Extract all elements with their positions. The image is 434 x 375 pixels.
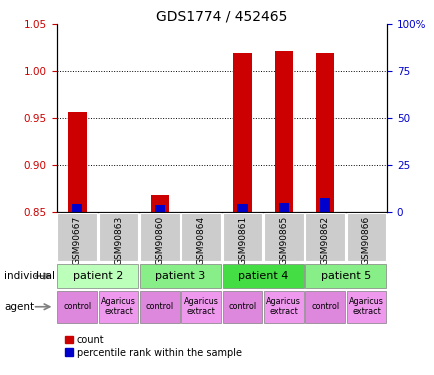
FancyBboxPatch shape bbox=[346, 291, 385, 322]
Bar bbox=[68, 112, 86, 212]
Text: Agaricus
extract: Agaricus extract bbox=[266, 297, 301, 316]
FancyBboxPatch shape bbox=[222, 213, 262, 261]
FancyBboxPatch shape bbox=[222, 291, 262, 322]
Text: control: control bbox=[63, 302, 91, 311]
FancyBboxPatch shape bbox=[57, 213, 97, 261]
Text: Agaricus
extract: Agaricus extract bbox=[183, 297, 218, 316]
Title: GDS1774 / 452465: GDS1774 / 452465 bbox=[156, 9, 287, 23]
Text: GSM90862: GSM90862 bbox=[320, 216, 329, 265]
FancyBboxPatch shape bbox=[140, 291, 179, 322]
Text: agent: agent bbox=[4, 302, 34, 312]
FancyBboxPatch shape bbox=[222, 264, 303, 288]
FancyBboxPatch shape bbox=[140, 213, 179, 261]
FancyBboxPatch shape bbox=[305, 213, 344, 261]
FancyBboxPatch shape bbox=[99, 291, 138, 322]
Bar bbox=[237, 204, 247, 212]
FancyBboxPatch shape bbox=[57, 291, 97, 322]
Text: control: control bbox=[145, 302, 174, 311]
Bar bbox=[233, 53, 251, 212]
FancyBboxPatch shape bbox=[99, 213, 138, 261]
Text: patient 2: patient 2 bbox=[72, 271, 123, 281]
Text: GSM90866: GSM90866 bbox=[361, 216, 370, 265]
FancyBboxPatch shape bbox=[181, 291, 220, 322]
Text: control: control bbox=[228, 302, 256, 311]
FancyBboxPatch shape bbox=[346, 213, 385, 261]
FancyBboxPatch shape bbox=[57, 264, 138, 288]
FancyBboxPatch shape bbox=[305, 264, 385, 288]
Text: individual: individual bbox=[4, 271, 55, 281]
Bar bbox=[278, 203, 288, 212]
Legend: count, percentile rank within the sample: count, percentile rank within the sample bbox=[61, 331, 245, 362]
Text: GSM90860: GSM90860 bbox=[155, 216, 164, 265]
Text: Agaricus
extract: Agaricus extract bbox=[348, 297, 383, 316]
Text: patient 5: patient 5 bbox=[320, 271, 370, 281]
Text: GSM90667: GSM90667 bbox=[72, 216, 82, 265]
FancyBboxPatch shape bbox=[181, 213, 220, 261]
Text: patient 3: patient 3 bbox=[155, 271, 205, 281]
Text: Agaricus
extract: Agaricus extract bbox=[101, 297, 136, 316]
Text: patient 4: patient 4 bbox=[237, 271, 288, 281]
Text: GSM90864: GSM90864 bbox=[196, 216, 205, 265]
Bar bbox=[155, 206, 164, 212]
Text: GSM90861: GSM90861 bbox=[237, 216, 247, 265]
FancyBboxPatch shape bbox=[305, 291, 344, 322]
Bar bbox=[72, 204, 82, 212]
Bar bbox=[274, 51, 293, 212]
Text: control: control bbox=[310, 302, 339, 311]
FancyBboxPatch shape bbox=[263, 291, 303, 322]
Text: GSM90863: GSM90863 bbox=[114, 216, 123, 265]
Text: GSM90865: GSM90865 bbox=[279, 216, 288, 265]
Bar bbox=[150, 195, 169, 212]
Bar bbox=[315, 53, 334, 212]
Bar bbox=[319, 198, 329, 212]
FancyBboxPatch shape bbox=[263, 213, 303, 261]
FancyBboxPatch shape bbox=[140, 264, 220, 288]
